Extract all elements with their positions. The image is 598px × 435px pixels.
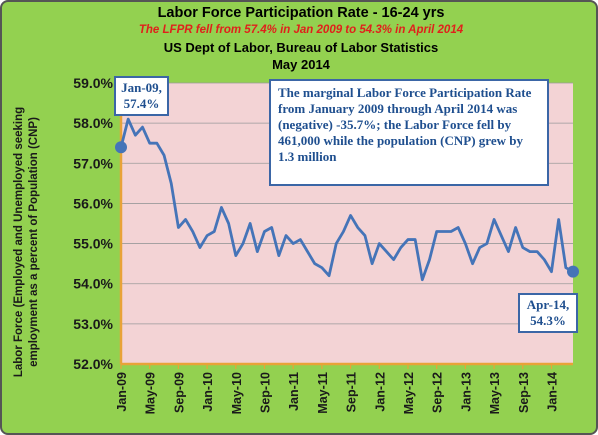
x-tick-label: Jan-10 bbox=[201, 372, 215, 412]
x-tick-label: Sep-10 bbox=[258, 372, 272, 413]
chart-date: May 2014 bbox=[272, 57, 330, 72]
x-tick-label: Jan-13 bbox=[459, 372, 473, 412]
start-callout-date: Jan-09, bbox=[121, 80, 162, 95]
start-callout-value: 57.4% bbox=[123, 96, 160, 111]
chart-source: US Dept of Labor, Bureau of Labor Statis… bbox=[163, 40, 439, 55]
series-line bbox=[119, 117, 575, 282]
y-tick-label: 55.0% bbox=[73, 236, 113, 252]
end-value-callout: Apr-14, 54.3% bbox=[518, 293, 578, 333]
marginal-lfpr-note: The marginal Labor Force Participation R… bbox=[269, 79, 549, 186]
chart-title: Labor Force Participation Rate - 16-24 y… bbox=[157, 5, 445, 21]
end-callout-date: Apr-14, bbox=[526, 297, 570, 312]
y-tick-label: 54.0% bbox=[73, 276, 113, 292]
y-tick-label: 56.0% bbox=[73, 195, 113, 211]
x-tick-label: May-09 bbox=[144, 372, 158, 414]
start-point-marker bbox=[115, 141, 127, 154]
x-tick-label: Jan-12 bbox=[373, 372, 387, 412]
chart-subtitle: The LFPR fell from 57.4% in Jan 2009 to … bbox=[138, 24, 464, 36]
y-tick-label: 58.0% bbox=[73, 115, 113, 131]
x-tick-label: Jan-09 bbox=[115, 372, 129, 412]
x-tick-label: Sep-11 bbox=[345, 372, 359, 412]
start-value-callout: Jan-09, 57.4% bbox=[114, 76, 169, 116]
x-tick-label: May-10 bbox=[230, 372, 244, 414]
end-point-marker bbox=[567, 265, 579, 278]
x-tick-label: Sep-13 bbox=[517, 372, 531, 413]
x-tick-label: Sep-09 bbox=[172, 372, 186, 413]
end-callout-value: 54.3% bbox=[530, 313, 566, 328]
y-tick-label: 57.0% bbox=[73, 155, 113, 171]
x-tick-label: May-11 bbox=[316, 372, 330, 414]
x-tick-label: Jan-14 bbox=[545, 372, 559, 412]
x-tick-label: May-13 bbox=[488, 372, 502, 414]
y-tick-label: 52.0% bbox=[73, 356, 113, 372]
y-tick-label: 59.0% bbox=[73, 75, 113, 91]
x-tick-label: Jan-11 bbox=[287, 372, 301, 411]
y-tick-label: 53.0% bbox=[73, 316, 113, 332]
x-tick-label: Sep-12 bbox=[431, 372, 445, 413]
x-tick-label: May-12 bbox=[402, 372, 416, 414]
